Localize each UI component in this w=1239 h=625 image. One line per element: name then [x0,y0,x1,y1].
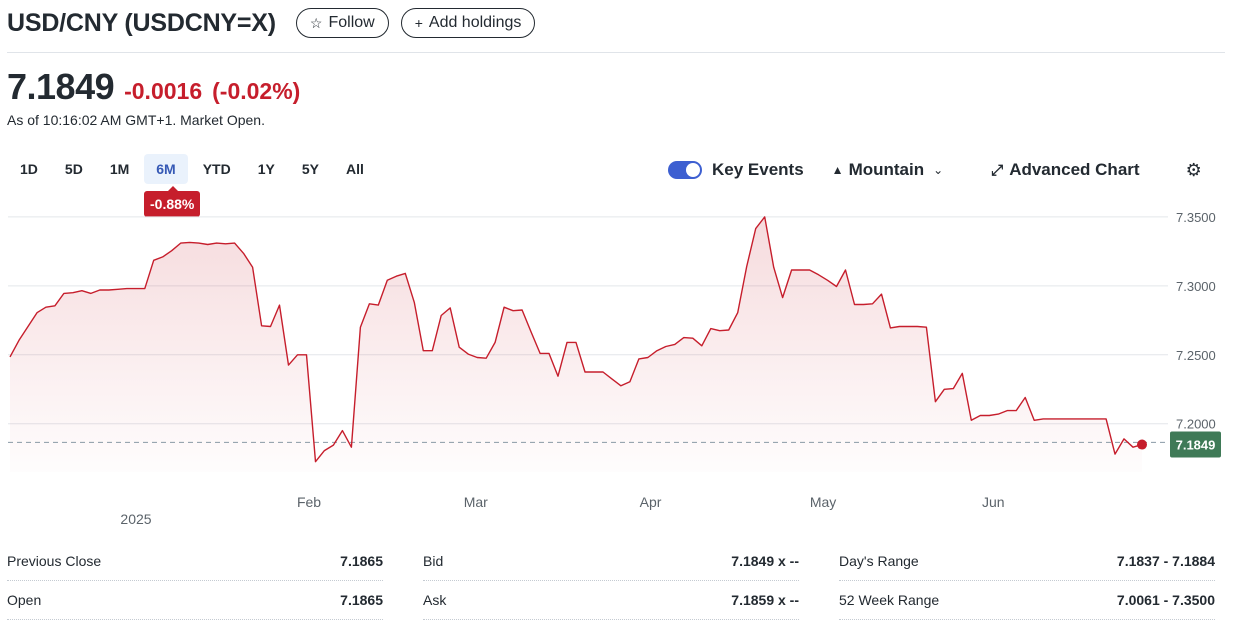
stat-previous-close: Previous Close 7.1865 [7,542,383,581]
range-1y[interactable]: 1Y [257,161,275,177]
header-divider [7,52,1225,53]
chevron-down-icon: ⌄ [933,163,944,177]
y-tick-label: 7.2000 [1176,417,1216,432]
x-tick-label: Feb [297,494,321,510]
stat-label: Previous Close [7,553,102,569]
y-tick-label: 7.3500 [1176,210,1216,225]
chart-controls: Key Events ▲ Mountain ⌄ ⤢ Advanced Chart… [668,155,1202,185]
x-tick-label: May [810,494,836,510]
y-tick-label: 7.2500 [1176,348,1216,363]
key-events-toggle[interactable] [668,161,702,179]
range-selector: 1D 5D 1M 6M YTD 1Y 5Y All [8,154,379,184]
year-label: 2025 [120,511,151,527]
stat-value: 7.0061 - 7.3500 [1116,592,1215,608]
chart-type-label: Mountain [848,160,925,179]
stat-value: 7.1837 - 7.1884 [1116,553,1215,569]
advanced-chart-label: Advanced Chart [1009,160,1140,179]
range-5y[interactable]: 5Y [301,161,319,177]
stat-days-range: Day's Range 7.1837 - 7.1884 [839,542,1215,581]
stat-52-week-range: 52 Week Range 7.0061 - 7.3500 [839,581,1215,620]
stat-bid: Bid 7.1849 x -- [423,542,799,581]
quote-header: USD/CNY (USDCNY=X) ☆ Follow + Add holdin… [7,8,536,38]
stat-value: 7.1865 [340,553,383,569]
range-5d[interactable]: 5D [64,161,83,177]
stat-label: Day's Range [839,553,919,569]
range-1d[interactable]: 1D [20,161,38,177]
x-tick-label: Jun [982,494,1005,510]
y-tick-label: 7.3000 [1176,279,1216,294]
x-tick-label: Apr [640,494,662,510]
star-icon: ☆ [309,14,323,31]
stats-column-1: Previous Close 7.1865 Open 7.1865 [7,542,383,620]
add-holdings-button[interactable]: + Add holdings [400,8,536,38]
price-chart[interactable]: 7.3500 7.3000 7.2500 7.2000 7.1849 Feb Mar Apr M… [0,200,1239,530]
mountain-icon: ▲ [831,163,844,177]
stat-label: 52 Week Range [839,592,940,608]
key-events-label: Key Events [712,160,804,179]
stat-value: 7.1859 x -- [731,592,799,608]
advanced-chart-button[interactable]: ⤢ Advanced Chart [991,160,1139,180]
stat-label: Open [7,592,42,608]
chart-type-dropdown[interactable]: ▲ Mountain ⌄ [832,160,944,180]
chart-svg[interactable]: 7.3500 7.3000 7.2500 7.2000 7.1849 Feb Mar Apr M… [0,200,1239,530]
add-holdings-label: Add holdings [428,14,522,31]
range-1m[interactable]: 1M [109,161,130,177]
gear-icon[interactable]: ⚙ [1185,159,1202,180]
range-all[interactable]: All [345,161,364,177]
price-row: 7.1849 -0.0016 (-0.02%) [7,66,300,108]
x-tick-label: Mar [464,494,488,510]
follow-label: Follow [328,14,375,31]
follow-button[interactable]: ☆ Follow [295,8,389,38]
last-price-dot [1137,439,1147,450]
current-price-tag [1170,431,1221,458]
price-line [9,216,1143,463]
range-ytd[interactable]: YTD [202,161,231,177]
price-change: -0.0016 [124,78,203,104]
stat-value: 7.1865 [340,592,383,608]
page-title: USD/CNY (USDCNY=X) [7,8,276,37]
stat-label: Bid [423,553,444,569]
stat-open: Open 7.1865 [7,581,383,620]
stat-value: 7.1849 x -- [731,553,799,569]
expand-icon: ⤢ [991,161,1004,179]
range-change-badge: -0.88% [144,186,201,217]
current-price: 7.1849 [7,66,115,107]
toggle-knob [686,163,700,177]
price-change-percent: (-0.02%) [212,78,301,104]
plus-icon: + [414,15,423,31]
stat-label: Ask [423,592,447,608]
stat-ask: Ask 7.1859 x -- [423,581,799,620]
stats-column-3: Day's Range 7.1837 - 7.1884 52 Week Rang… [839,542,1215,620]
market-status: As of 10:16:02 AM GMT+1. Market Open. [7,112,265,128]
stats-column-2: Bid 7.1849 x -- Ask 7.1859 x -- [423,542,799,620]
range-6m[interactable]: 6M [144,154,188,184]
current-price-label: 7.1849 [1176,438,1216,453]
